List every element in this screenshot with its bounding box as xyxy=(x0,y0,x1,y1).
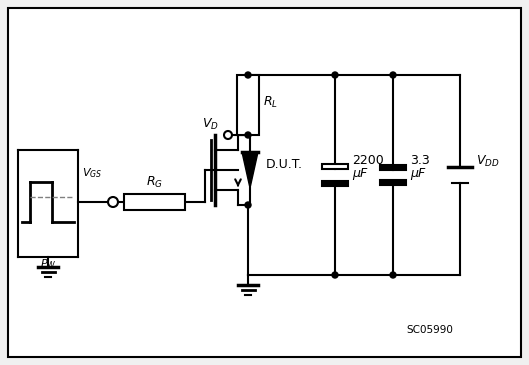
Bar xyxy=(237,75,259,135)
Circle shape xyxy=(332,72,338,78)
Text: $V_{DD}$: $V_{DD}$ xyxy=(476,153,499,169)
Text: 3.3: 3.3 xyxy=(410,154,430,168)
Text: μF: μF xyxy=(410,166,425,180)
Circle shape xyxy=(332,272,338,278)
Text: 2200: 2200 xyxy=(352,154,384,168)
Text: μF: μF xyxy=(352,166,367,180)
Text: SC05990: SC05990 xyxy=(407,325,453,335)
Bar xyxy=(124,194,185,210)
Circle shape xyxy=(245,72,251,78)
Text: $V_D$: $V_D$ xyxy=(202,117,218,132)
Polygon shape xyxy=(242,152,258,188)
Text: $R_G$: $R_G$ xyxy=(146,175,163,190)
Bar xyxy=(322,181,348,186)
Text: $R_L$: $R_L$ xyxy=(263,95,278,109)
Bar xyxy=(322,164,348,169)
Text: $P_W$: $P_W$ xyxy=(40,257,56,271)
Circle shape xyxy=(245,202,251,208)
Bar xyxy=(380,165,406,170)
Text: $V_{GS}$: $V_{GS}$ xyxy=(82,166,102,180)
Circle shape xyxy=(390,72,396,78)
Circle shape xyxy=(390,272,396,278)
Bar xyxy=(380,180,406,185)
Circle shape xyxy=(245,132,251,138)
Text: D.U.T.: D.U.T. xyxy=(266,158,303,172)
